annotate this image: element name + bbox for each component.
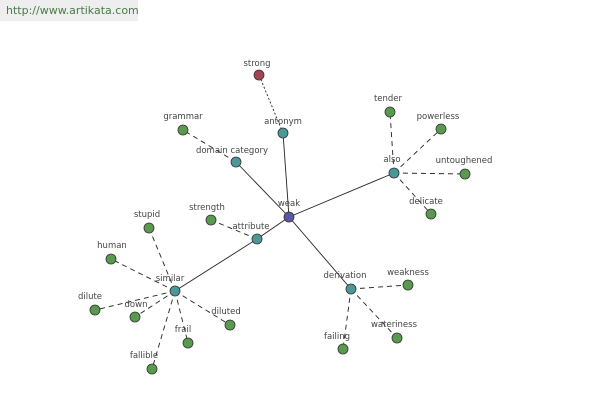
nodes: weak antonym strong domain category grammar a… (78, 59, 493, 375)
node-label: diluted (211, 307, 240, 317)
edge (393, 172, 432, 215)
node (105, 253, 117, 265)
node (425, 208, 437, 220)
node-label: weakness (387, 268, 429, 278)
node (402, 279, 414, 291)
node (277, 127, 289, 139)
node-label: strong (243, 59, 270, 69)
edge (174, 290, 189, 344)
edge (342, 288, 352, 350)
node-label: stupid (134, 210, 160, 220)
node (129, 311, 141, 323)
edge (393, 172, 466, 175)
node (391, 332, 403, 344)
edge (174, 238, 258, 292)
node (459, 168, 471, 180)
node (283, 211, 295, 223)
edges (94, 74, 466, 370)
node-label: antonym (264, 117, 302, 127)
edge (258, 74, 284, 134)
edge (235, 161, 290, 218)
node-label: weak (278, 199, 300, 209)
edge (182, 129, 237, 163)
node (435, 123, 447, 135)
node-label: strength (189, 203, 225, 213)
node-label: delicate (409, 197, 443, 207)
edge (134, 290, 176, 318)
node (224, 319, 236, 331)
node (337, 343, 349, 355)
node (89, 304, 101, 316)
edge (282, 132, 290, 218)
edge (148, 227, 176, 292)
edge (393, 128, 442, 174)
node-label: down (125, 300, 148, 310)
node-label: human (97, 241, 127, 251)
node-label: derivation (323, 271, 366, 281)
edge (389, 111, 395, 174)
watermark: http://www.artikata.com (0, 0, 139, 21)
node (146, 363, 158, 375)
node-label: domain category (196, 146, 268, 156)
edge (288, 216, 352, 290)
node-label: also (383, 155, 400, 165)
node (169, 285, 181, 297)
node-label: fallible (130, 351, 158, 361)
edge (256, 216, 290, 240)
node-label: grammar (163, 112, 203, 122)
node (182, 337, 194, 349)
edge (110, 258, 176, 292)
node (388, 167, 400, 179)
edge (151, 290, 176, 370)
edge (350, 288, 398, 339)
node (251, 233, 263, 245)
node-label: failing (324, 332, 350, 342)
node (230, 156, 242, 168)
edge (350, 284, 409, 290)
node (345, 283, 357, 295)
node (384, 106, 396, 118)
edge (288, 172, 395, 218)
node-label: powerless (417, 112, 460, 122)
node-label: frail (175, 325, 191, 335)
node (177, 124, 189, 136)
edge (94, 290, 176, 311)
node (143, 222, 155, 234)
node (253, 69, 265, 81)
node-label: untoughened (436, 156, 493, 166)
node (205, 214, 217, 226)
node-label: dilute (78, 292, 102, 302)
node-label: similar (156, 274, 185, 284)
node-label: wateriness (371, 320, 418, 330)
node-label: tender (374, 94, 403, 104)
edge (174, 290, 231, 326)
node-label: attribute (232, 222, 269, 232)
